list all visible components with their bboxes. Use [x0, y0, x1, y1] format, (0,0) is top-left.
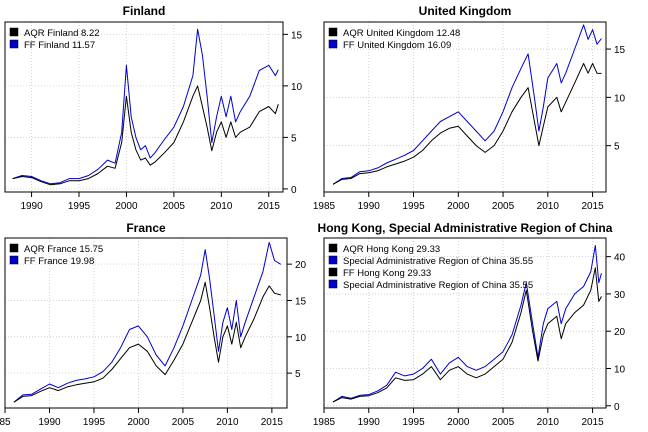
- x-tick-label: 2015: [261, 417, 284, 428]
- legend-label: AQR United Kingdom 12.48: [343, 28, 460, 39]
- series-line-ff: [13, 241, 282, 403]
- legend-swatch: [328, 267, 338, 277]
- x-tick-label: 1995: [402, 417, 425, 428]
- x-tick-label: 85: [0, 417, 11, 428]
- y-tick-label: 5: [614, 142, 620, 153]
- y-tick-label: 10: [614, 364, 626, 375]
- x-tick-label: 2015: [581, 417, 604, 428]
- chart-panel-uk: United Kingdom 1985 1990 1995 2000 2005 2010 20…: [313, 4, 626, 212]
- y-tick-label: 10: [291, 82, 303, 93]
- y-tick-label: 5: [291, 133, 297, 144]
- chart-panel-hk: Hong Kong, Special Administrative Region…: [313, 221, 626, 428]
- x-tick-label: 1985: [313, 417, 336, 428]
- series-line-ff: [12, 28, 279, 185]
- y-tick-label: 20: [295, 260, 307, 271]
- chart-title: Hong Kong, Special Administrative Region…: [318, 221, 613, 235]
- legend-label: AQR Hong Kong 29.33: [343, 244, 440, 255]
- series-line-aqr: [13, 281, 281, 403]
- x-tick-label: 1990: [20, 201, 43, 212]
- x-tick-label: 2005: [492, 417, 515, 428]
- legend-label: FF Hong Kong 29.33: [343, 268, 431, 279]
- series-line-ff: [332, 245, 602, 403]
- y-tick-label: 0: [291, 185, 297, 196]
- chart-title: United Kingdom: [419, 4, 512, 18]
- series-line-aqr: [332, 63, 602, 185]
- y-tick-label: 20: [614, 327, 626, 338]
- chart-title: Finland: [123, 4, 166, 18]
- y-tick-label: 15: [295, 296, 307, 307]
- chart-title: France: [126, 221, 166, 235]
- x-tick-label: 2005: [172, 417, 195, 428]
- legend-swatch: [9, 243, 19, 253]
- legend-label: FF United Kingdom 16.09: [343, 40, 451, 51]
- legend-label: Special Administrative Region of China 3…: [343, 256, 533, 267]
- x-tick-label: 1985: [313, 201, 336, 212]
- x-tick-label: 2000: [127, 417, 150, 428]
- x-tick-label: 1990: [358, 201, 381, 212]
- plot-frame: [323, 237, 607, 409]
- legend-label: FF France 19.98: [24, 256, 94, 267]
- y-tick-label: 10: [295, 333, 307, 344]
- series-line-ff: [332, 24, 602, 185]
- y-tick-label: 10: [614, 93, 626, 104]
- y-tick-label: 30: [614, 290, 626, 301]
- x-tick-label: 1995: [83, 417, 106, 428]
- legend-label: FF Finland 11.57: [24, 40, 95, 51]
- y-tick-label: 15: [291, 30, 303, 41]
- chart-panel-france: France 85 1990 1995 2000 2005 2010 2015 5 10 15 20 A…: [0, 221, 307, 428]
- y-tick-label: 40: [614, 253, 626, 264]
- legend-swatch: [328, 255, 338, 265]
- series-line-aqr: [332, 267, 602, 403]
- y-tick-label: 0: [614, 402, 620, 413]
- y-tick-label: 15: [614, 45, 626, 56]
- legend-swatch: [9, 255, 19, 265]
- x-tick-label: 2010: [210, 201, 233, 212]
- legend-swatch: [328, 279, 338, 289]
- chart-panel-finland: Finland 1990 1995 2000 2005 2010 2015 0 5 10 15 AQR…: [4, 4, 303, 212]
- legend-swatch: [328, 243, 338, 253]
- x-tick-label: 1995: [68, 201, 91, 212]
- plot-frame: [323, 21, 607, 193]
- x-tick-label: 2000: [447, 201, 470, 212]
- legend-swatch: [328, 27, 338, 37]
- series-line-aqr: [12, 85, 279, 186]
- x-tick-label: 1990: [358, 417, 381, 428]
- x-tick-label: 2010: [537, 201, 560, 212]
- legend-label: Special Administrative Region of China 3…: [343, 280, 533, 291]
- x-tick-label: 2015: [258, 201, 281, 212]
- x-tick-label: 2005: [492, 201, 515, 212]
- x-tick-label: 2010: [216, 417, 239, 428]
- legend-swatch: [9, 39, 19, 49]
- x-tick-label: 1990: [38, 417, 61, 428]
- plot-frame: [4, 237, 288, 409]
- legend-swatch: [328, 39, 338, 49]
- x-tick-label: 1995: [402, 201, 425, 212]
- plot-frame: [4, 21, 284, 193]
- legend-label: AQR Finland 8.22: [24, 28, 100, 39]
- legend-swatch: [9, 27, 19, 37]
- legend-label: AQR France 15.75: [24, 244, 103, 255]
- x-tick-label: 2000: [115, 201, 138, 212]
- x-tick-label: 2015: [581, 201, 604, 212]
- x-tick-label: 2005: [163, 201, 186, 212]
- y-tick-label: 5: [295, 369, 301, 380]
- x-tick-label: 2000: [447, 417, 470, 428]
- x-tick-label: 2010: [537, 417, 560, 428]
